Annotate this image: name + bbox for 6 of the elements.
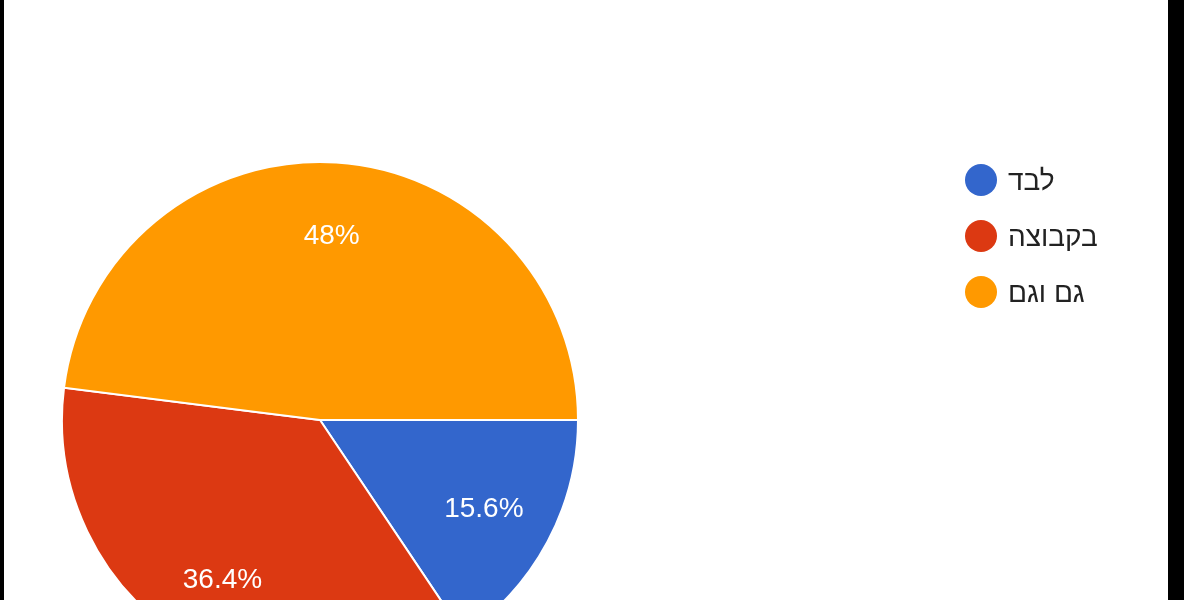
data-label: 36.4% <box>182 562 263 594</box>
legend-label: בקבוצה <box>1008 220 1098 252</box>
legend-label: גם וגם <box>1008 276 1085 308</box>
legend-label: לבד <box>1008 164 1055 196</box>
data-label: 48% <box>303 219 360 251</box>
data-label: 15.6% <box>444 491 524 523</box>
